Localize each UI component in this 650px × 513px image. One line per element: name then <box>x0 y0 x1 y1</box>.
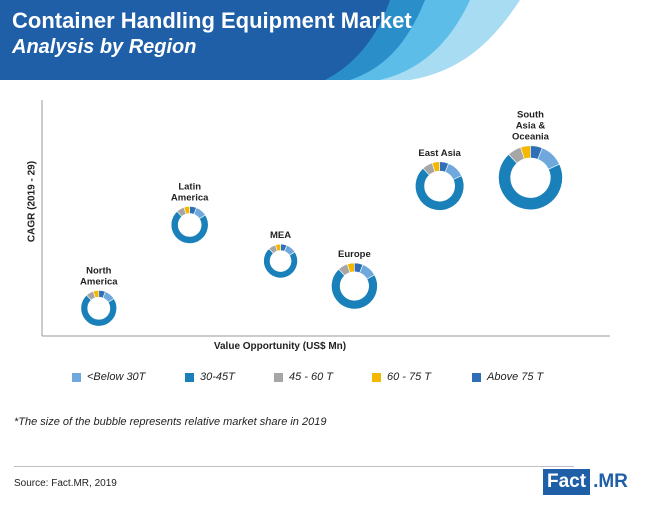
factmr-logo: Fact .MR <box>543 469 639 495</box>
header-banner <box>0 0 520 80</box>
bubble-europe: Europe <box>331 249 378 310</box>
legend-item-above-75t: Above 75 T <box>472 371 543 383</box>
legend-swatch <box>372 372 381 382</box>
source-text: Source: Fact.MR, 2019 <box>14 478 117 489</box>
bubble-label: America <box>171 192 209 203</box>
legend-swatch <box>274 372 283 382</box>
bubble-mea: MEA <box>263 230 298 279</box>
legend-item-45-60t: 45 - 60 T <box>274 371 333 383</box>
donut-slice-30-45t <box>263 248 298 279</box>
donut-slice-30-45t <box>414 167 465 211</box>
bubble-label: America <box>80 276 118 287</box>
legend-label: Above 75 T <box>487 371 544 383</box>
logo-fact: Fact <box>543 469 591 495</box>
bubble-label: Europe <box>338 249 371 260</box>
logo-mr: .MR <box>593 471 628 492</box>
page-subtitle: Analysis by Region <box>12 36 197 58</box>
donut-slice-30-45t <box>331 268 378 310</box>
banner-dark <box>0 0 390 80</box>
donut-slice-30-45t <box>170 210 209 244</box>
legend-label: <Below 30T <box>87 371 146 383</box>
bubble-label: South <box>517 110 544 121</box>
legend-label: 60 - 75 T <box>387 371 432 383</box>
legend-item-below-30t: <Below 30T <box>72 371 145 383</box>
x-axis-label: Value Opportunity (US$ Mn) <box>213 341 347 352</box>
bubble-label: MEA <box>270 230 291 241</box>
bubble-east-asia: East Asia <box>414 148 465 211</box>
bubble-size-note: *The size of the bubble represents relat… <box>14 416 327 428</box>
legend-label: 30-45T <box>200 371 235 383</box>
legend-swatch <box>72 372 81 382</box>
chart-legend: <Below 30T 30-45T 45 - 60 T 60 - 75 T Ab… <box>72 371 612 387</box>
bubble-label: North <box>86 265 112 276</box>
bubble-label: East Asia <box>418 148 461 159</box>
bubble-label: Oceania <box>512 132 550 143</box>
bubble-label: Latin <box>178 181 201 192</box>
y-axis-label: CAGR (2019 - 29) <box>26 160 38 243</box>
legend-label: 45 - 60 T <box>289 371 334 383</box>
donut-slice-30-45t <box>498 153 563 211</box>
page-title: Container Handling Equipment Market <box>12 8 412 33</box>
footer-divider <box>14 466 574 467</box>
donut-slice-30-45t <box>80 294 118 327</box>
legend-item-60-75t: 60 - 75 T <box>372 371 431 383</box>
bubble-label: Asia & <box>516 121 546 132</box>
legend-swatch <box>185 372 194 382</box>
legend-swatch <box>472 372 481 382</box>
legend-item-30-45t: 30-45T <box>185 371 235 383</box>
chart-axes <box>41 100 610 337</box>
